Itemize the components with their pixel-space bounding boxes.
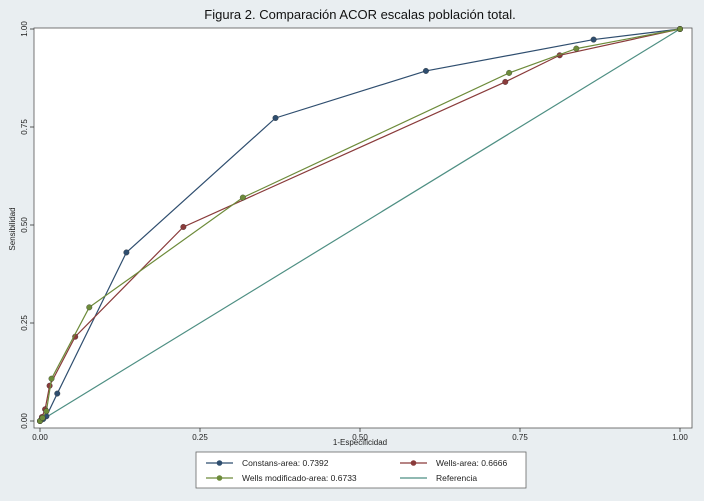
x-axis-title: 1-Especificidad (333, 438, 387, 447)
data-point-wells-modificado-area (677, 26, 683, 32)
y-tick-label: 0.50 (20, 217, 29, 233)
data-point-wells-modificado-area (86, 304, 93, 311)
legend-marker-wells-area (410, 460, 417, 466)
chart-title: Figura 2. Comparación ACOR escalas pobla… (204, 7, 515, 22)
series-line-referencia (39, 28, 681, 422)
x-tick-label: 0.25 (192, 433, 208, 442)
data-point-wells-area (180, 224, 187, 230)
x-tick-label: 0.50 (352, 433, 368, 442)
data-point-wells-modificado-area (39, 414, 46, 421)
data-point-constans-area (123, 249, 130, 256)
data-point-constans-area (590, 36, 597, 43)
data-point-constans-area (54, 390, 61, 397)
legend-marker-wells-modificado-area (216, 475, 223, 481)
legend-label-wells-modificado-area: Wells modificado-area: 0.6733 (242, 473, 357, 483)
legend-box (195, 451, 527, 489)
x-tick-label: 0.00 (32, 433, 48, 442)
data-point-constans-area (272, 115, 279, 121)
plot-area (33, 27, 693, 429)
axes-layer: 0.00 0.25 0.50 0.75 1.00 0.00 0.25 0.50 0.75 1.00 (20, 21, 688, 442)
legend: Constans-area: 0.7392 Wells-area: 0.6666 W… (195, 451, 527, 489)
data-point-wells-modificado-area (573, 45, 580, 52)
x-tick-label: 0.75 (512, 433, 528, 442)
series-layer (37, 26, 683, 424)
y-tick-label: 0.00 (20, 413, 29, 429)
legend-label-constans-area: Constans-area: 0.7392 (242, 458, 329, 468)
data-point-wells-area (502, 78, 509, 85)
y-tick-label: 0.25 (20, 315, 29, 331)
data-point-wells-modificado-area (43, 408, 50, 415)
y-tick-label: 1.00 (20, 21, 29, 37)
legend-label-referencia: Referencia (436, 473, 477, 483)
y-tick-label: 0.75 (20, 119, 29, 135)
legend-marker-constans-area (216, 460, 223, 466)
data-point-constans-area (422, 67, 429, 74)
x-tick-label: 1.00 (672, 433, 688, 442)
y-axis-title: Sensibilidad (8, 207, 17, 250)
legend-label-wells-area: Wells-area: 0.6666 (436, 458, 507, 468)
data-point-wells-modificado-area (506, 69, 513, 76)
data-point-wells-modificado-area (239, 194, 246, 201)
data-point-wells-modificado-area (48, 375, 55, 382)
